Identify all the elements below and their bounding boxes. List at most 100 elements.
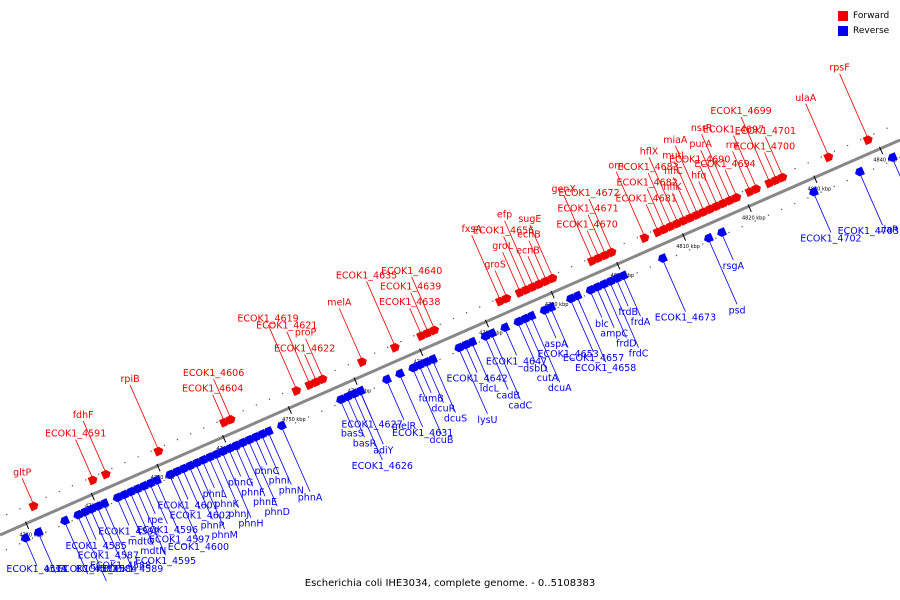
gene-label: ECOK1_4602: [170, 510, 231, 521]
gene-leader: [409, 308, 423, 336]
gene-leader: [142, 486, 156, 514]
minor-dot: [163, 444, 166, 447]
minor-dot: [45, 531, 47, 534]
gene-label: dcuB: [430, 435, 454, 446]
gene-label: ECOK1_4604: [182, 384, 243, 395]
gene-leader: [494, 270, 508, 299]
gene-arrow: [572, 290, 583, 301]
gene-leader: [169, 474, 199, 541]
gene-label: rpe: [147, 515, 163, 526]
scale-label: 4830 kbp: [808, 186, 832, 192]
gene-label: ECOK1_4656: [473, 225, 534, 236]
gene-label: purA: [689, 139, 712, 150]
gene-leader: [674, 161, 699, 215]
gene-label: dcuS: [444, 414, 467, 425]
gene-label: phnE: [253, 497, 277, 508]
gene-arrow: [678, 216, 689, 226]
gene-label: mdtN: [140, 546, 166, 557]
gene-leader: [615, 171, 646, 238]
gene-arrow: [887, 152, 898, 162]
gene-label: hflK: [663, 182, 682, 193]
minor-dot: [688, 249, 691, 251]
gene-leader: [724, 169, 738, 198]
gene-arrow: [395, 368, 406, 379]
gene-label: ECOK1_4702: [800, 234, 861, 245]
minor-dot: [860, 139, 862, 141]
gene-label: ECOK1_4658: [575, 363, 636, 374]
minor-dot: [334, 404, 336, 407]
minor-dot: [623, 242, 625, 245]
gene-label: hflX: [640, 146, 659, 157]
gene-leader: [123, 494, 142, 536]
gene-leader: [208, 457, 227, 498]
scale-tick: [813, 175, 818, 184]
minor-dot: [886, 162, 888, 165]
gene-leader: [353, 393, 383, 461]
gene-leader: [213, 378, 232, 420]
gene-leader: [129, 384, 160, 452]
gene-leader: [517, 321, 536, 363]
gene-label: sugE: [518, 214, 541, 225]
gene-leader: [458, 347, 488, 415]
scale-tick: [550, 290, 555, 299]
gene-leader: [891, 157, 900, 177]
scale-tick: [484, 319, 490, 328]
gene-leader: [399, 373, 424, 428]
gene-leader: [471, 234, 501, 302]
gene-arrow: [751, 184, 761, 195]
gene-arrow: [28, 501, 39, 512]
gene-label: dsbD: [523, 363, 547, 374]
gene-leader: [602, 284, 627, 338]
gene-leader: [622, 275, 641, 317]
minor-dot: [111, 467, 113, 470]
gene-leader: [674, 145, 705, 212]
gene-label: ECOK1_4683: [617, 162, 678, 173]
gene-label: ECOK1_4582: [57, 564, 118, 575]
gene-arrow: [618, 270, 629, 281]
gene-leader: [418, 365, 432, 393]
minor-dot: [794, 202, 796, 205]
gene-label: orn: [608, 161, 624, 172]
gene-leader: [699, 165, 718, 207]
gene-label: aspA: [544, 339, 568, 350]
gene-label: cadC: [508, 400, 532, 411]
gene-leader: [425, 362, 444, 403]
minor-dot: [18, 543, 21, 545]
minor-dot: [754, 220, 757, 222]
gene-leader: [673, 177, 692, 218]
minor-dot: [71, 485, 74, 487]
gene-leader: [587, 214, 607, 256]
legend-forward: Forward: [838, 8, 889, 23]
gene-label: basR: [353, 438, 377, 449]
gene-arrow: [547, 273, 558, 284]
minor-dot: [71, 520, 73, 522]
gene-label: ECOK1_4700: [734, 142, 795, 153]
gene-arrow: [593, 253, 604, 264]
gene-label: phnI: [269, 476, 290, 487]
minor-dot: [268, 398, 271, 400]
gene-label: fxsA: [461, 224, 482, 235]
scale-tick: [747, 204, 752, 213]
scale-label: 4790 kbp: [545, 302, 569, 308]
gene-label: phnP: [201, 520, 225, 531]
minor-dot: [820, 156, 823, 158]
minor-dot: [189, 433, 192, 435]
gene-label: adiY: [373, 445, 393, 456]
gene-label: ECOK1_4631: [392, 428, 453, 439]
gene-label: ECOK1_4600: [168, 542, 229, 553]
gene-label: melR: [392, 421, 417, 432]
gene-arrow: [546, 302, 557, 312]
gene-arrow: [731, 193, 742, 203]
gene-leader: [615, 278, 629, 307]
gene-label: rsgA: [723, 261, 745, 272]
gene-label: phnL: [203, 489, 227, 500]
gene-leader: [503, 236, 528, 290]
gene-arrow: [770, 175, 781, 186]
gene-label: acsA: [45, 564, 68, 575]
gene-label: ECOK1_4626: [352, 461, 413, 472]
gene-arrow: [152, 475, 163, 485]
minor-dot: [163, 479, 165, 482]
gene-label: phnK: [214, 499, 239, 510]
minor-dot: [439, 323, 441, 325]
gene-label: ECOK1_4587: [78, 551, 139, 562]
